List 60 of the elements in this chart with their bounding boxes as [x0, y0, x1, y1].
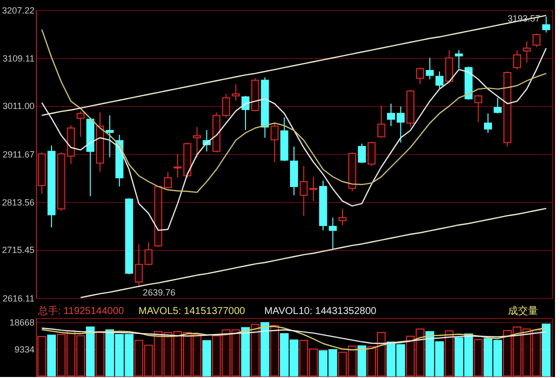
- candlestick: [174, 153, 182, 178]
- candlestick: [513, 50, 522, 70]
- bar: [358, 345, 366, 376]
- candlestick: [377, 105, 386, 138]
- bar: [47, 334, 56, 376]
- bar: [241, 327, 250, 376]
- candlestick: [232, 84, 240, 102]
- bar: [86, 326, 95, 376]
- candlestick: [435, 70, 444, 89]
- candlestick: [454, 50, 463, 70]
- bar: [202, 340, 212, 376]
- y-tick-label: 2616.11: [2, 294, 34, 304]
- candlestick: [164, 171, 172, 189]
- bar: [96, 331, 104, 376]
- candlestick: [542, 16, 550, 34]
- text: MAVOL5: 14151377000: [138, 306, 246, 317]
- candlestick: [300, 166, 308, 216]
- candlestick: [193, 126, 201, 158]
- text: 成交量: [508, 305, 538, 317]
- bar: [270, 325, 279, 376]
- candlestick: [416, 67, 424, 85]
- candlestick: [368, 141, 376, 167]
- line-series: [41, 14, 547, 116]
- line-series: [41, 28, 547, 193]
- candlestick: [242, 95, 250, 130]
- line-series: [41, 48, 547, 231]
- y-tick-label: 2813.56: [2, 197, 34, 208]
- candlestick: [328, 217, 337, 250]
- candlestick: [522, 40, 531, 64]
- y-tick-label: 2715.45: [2, 245, 34, 256]
- y-tick-label: 3109.11: [2, 53, 34, 64]
- bar: [260, 322, 270, 376]
- candlestick: [106, 114, 114, 158]
- candlestick: [309, 176, 318, 202]
- candlestick: [532, 32, 540, 48]
- bar: [250, 324, 260, 376]
- bar: [474, 338, 483, 376]
- candlestick: [270, 122, 279, 163]
- candlestick: [426, 57, 434, 80]
- candlestick: [494, 97, 502, 114]
- annotation: 2639.76: [142, 287, 176, 298]
- y-tick-label: 3207.22: [2, 6, 34, 16]
- y-tick-label: 3011.00: [2, 101, 34, 112]
- line-series: [41, 326, 547, 350]
- y-tick-label: 18668: [9, 317, 34, 328]
- bar: [444, 330, 454, 376]
- line-series: [80, 208, 547, 298]
- text: 总手: 11925144000: [37, 305, 124, 317]
- bar: [542, 324, 551, 376]
- candlestick: [76, 110, 85, 138]
- y-tick-label: 9334: [14, 344, 34, 354]
- candlestick: [484, 112, 492, 134]
- text: MAVOL10: 14431352800: [264, 306, 377, 317]
- candlestick: [474, 94, 482, 123]
- bar: [37, 336, 46, 376]
- candlestick: [445, 50, 454, 83]
- y-tick-label: 2911.67: [2, 150, 34, 160]
- candlestick: [338, 208, 346, 226]
- candlestick: [358, 143, 366, 164]
- line-series: [41, 328, 547, 344]
